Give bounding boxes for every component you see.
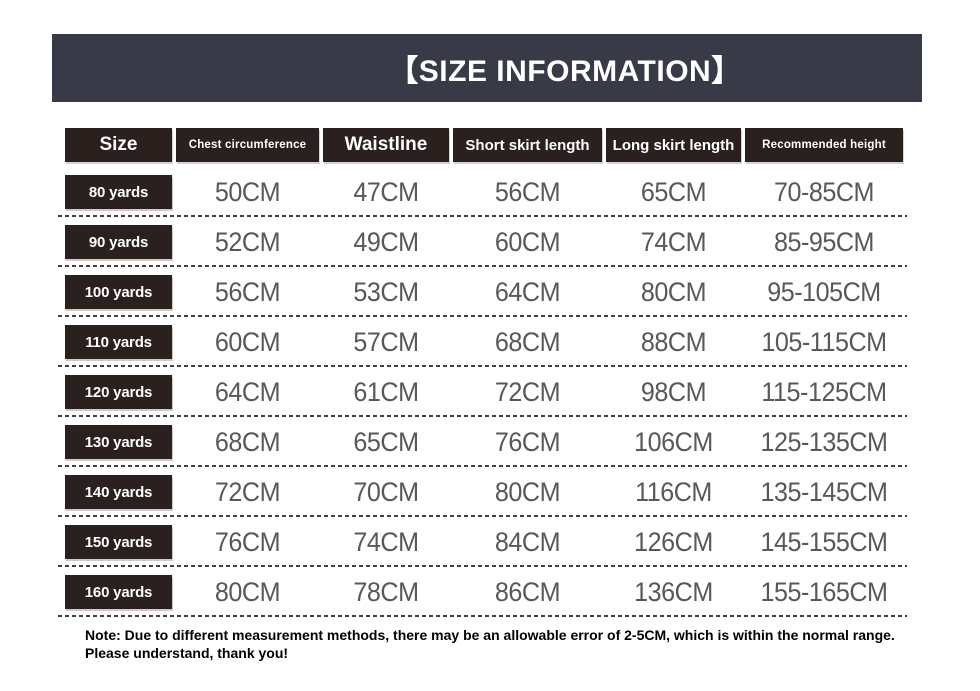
short-skirt-value: 72CM <box>494 376 561 407</box>
table-row: 100 yards 56CM 53CM 64CM 80CM 95-105CM <box>58 267 907 317</box>
chest-value: 76CM <box>214 526 281 557</box>
chest-value: 56CM <box>214 276 281 307</box>
recommended-height-value: 85-95CM <box>773 226 875 257</box>
header-short-skirt-length: Short skirt length <box>453 128 602 162</box>
long-skirt-value: 136CM <box>634 576 713 607</box>
recommended-height-value: 155-165CM <box>760 576 888 607</box>
short-skirt-value: 80CM <box>494 476 561 507</box>
long-skirt-value: 98CM <box>640 376 707 407</box>
page-title: 【SIZE INFORMATION】 <box>388 55 742 88</box>
size-badge: 100 yards <box>65 275 172 309</box>
short-skirt-value: 84CM <box>494 526 561 557</box>
waistline-value: 61CM <box>353 376 419 407</box>
waistline-value: 47CM <box>353 176 419 207</box>
chest-value: 68CM <box>214 426 281 457</box>
short-skirt-value: 64CM <box>494 276 561 307</box>
header-recommended-height: Recommended height <box>745 128 903 162</box>
table-row: 110 yards 60CM 57CM 68CM 88CM 105-115CM <box>58 317 907 367</box>
short-skirt-value: 56CM <box>494 176 561 207</box>
header-chest-circumference: Chest circumference <box>176 128 319 162</box>
recommended-height-value: 145-155CM <box>760 526 888 557</box>
size-badge: 130 yards <box>65 425 172 459</box>
long-skirt-value: 116CM <box>635 476 712 507</box>
chest-value: 64CM <box>214 376 281 407</box>
recommended-height-value: 95-105CM <box>767 276 881 307</box>
waistline-value: 70CM <box>353 476 419 507</box>
size-badge: 160 yards <box>65 575 172 609</box>
chest-value: 60CM <box>214 326 281 357</box>
long-skirt-value: 65CM <box>640 176 707 207</box>
short-skirt-value: 68CM <box>494 326 561 357</box>
table-row: 160 yards 80CM 78CM 86CM 136CM 155-165CM <box>58 567 907 617</box>
table-row: 90 yards 52CM 49CM 60CM 74CM 85-95CM <box>58 217 907 267</box>
long-skirt-value: 74CM <box>640 226 707 257</box>
long-skirt-value: 80CM <box>640 276 707 307</box>
header-long-skirt-length: Long skirt length <box>606 128 741 162</box>
chest-value: 50CM <box>214 176 281 207</box>
size-badge: 90 yards <box>65 225 172 259</box>
size-table: Size Chest circumference Waistline Short… <box>58 128 907 617</box>
table-row: 120 yards 64CM 61CM 72CM 98CM 115-125CM <box>58 367 907 417</box>
size-badge: 140 yards <box>65 475 172 509</box>
note-text: Note: Due to different measurement metho… <box>85 627 895 662</box>
title-banner: 【SIZE INFORMATION】 <box>52 34 922 102</box>
size-badge: 110 yards <box>65 325 172 359</box>
table-row: 140 yards 72CM 70CM 80CM 116CM 135-145CM <box>58 467 907 517</box>
size-badge: 80 yards <box>65 175 172 209</box>
header-size: Size <box>65 128 172 162</box>
short-skirt-value: 60CM <box>494 226 561 257</box>
recommended-height-value: 105-115CM <box>761 326 887 357</box>
chest-value: 80CM <box>214 576 281 607</box>
waistline-value: 49CM <box>353 226 419 257</box>
recommended-height-value: 70-85CM <box>773 176 875 207</box>
waistline-value: 53CM <box>353 276 419 307</box>
recommended-height-value: 135-145CM <box>760 476 888 507</box>
long-skirt-value: 88CM <box>640 326 707 357</box>
long-skirt-value: 106CM <box>634 426 713 457</box>
waistline-value: 78CM <box>353 576 419 607</box>
waistline-value: 65CM <box>353 426 419 457</box>
long-skirt-value: 126CM <box>634 526 713 557</box>
table-row: 150 yards 76CM 74CM 84CM 126CM 145-155CM <box>58 517 907 567</box>
recommended-height-value: 125-135CM <box>760 426 888 457</box>
chest-value: 72CM <box>214 476 281 507</box>
table-header-row: Size Chest circumference Waistline Short… <box>65 128 903 162</box>
table-row: 80 yards 50CM 47CM 56CM 65CM 70-85CM <box>58 167 907 217</box>
recommended-height-value: 115-125CM <box>761 376 887 407</box>
size-badge: 120 yards <box>65 375 172 409</box>
waistline-value: 74CM <box>353 526 419 557</box>
header-waistline: Waistline <box>323 128 449 162</box>
chest-value: 52CM <box>214 226 281 257</box>
size-badge: 150 yards <box>65 525 172 559</box>
table-body: 80 yards 50CM 47CM 56CM 65CM 70-85CM 90 … <box>58 167 907 617</box>
table-row: 130 yards 68CM 65CM 76CM 106CM 125-135CM <box>58 417 907 467</box>
short-skirt-value: 86CM <box>494 576 561 607</box>
waistline-value: 57CM <box>353 326 419 357</box>
short-skirt-value: 76CM <box>494 426 561 457</box>
